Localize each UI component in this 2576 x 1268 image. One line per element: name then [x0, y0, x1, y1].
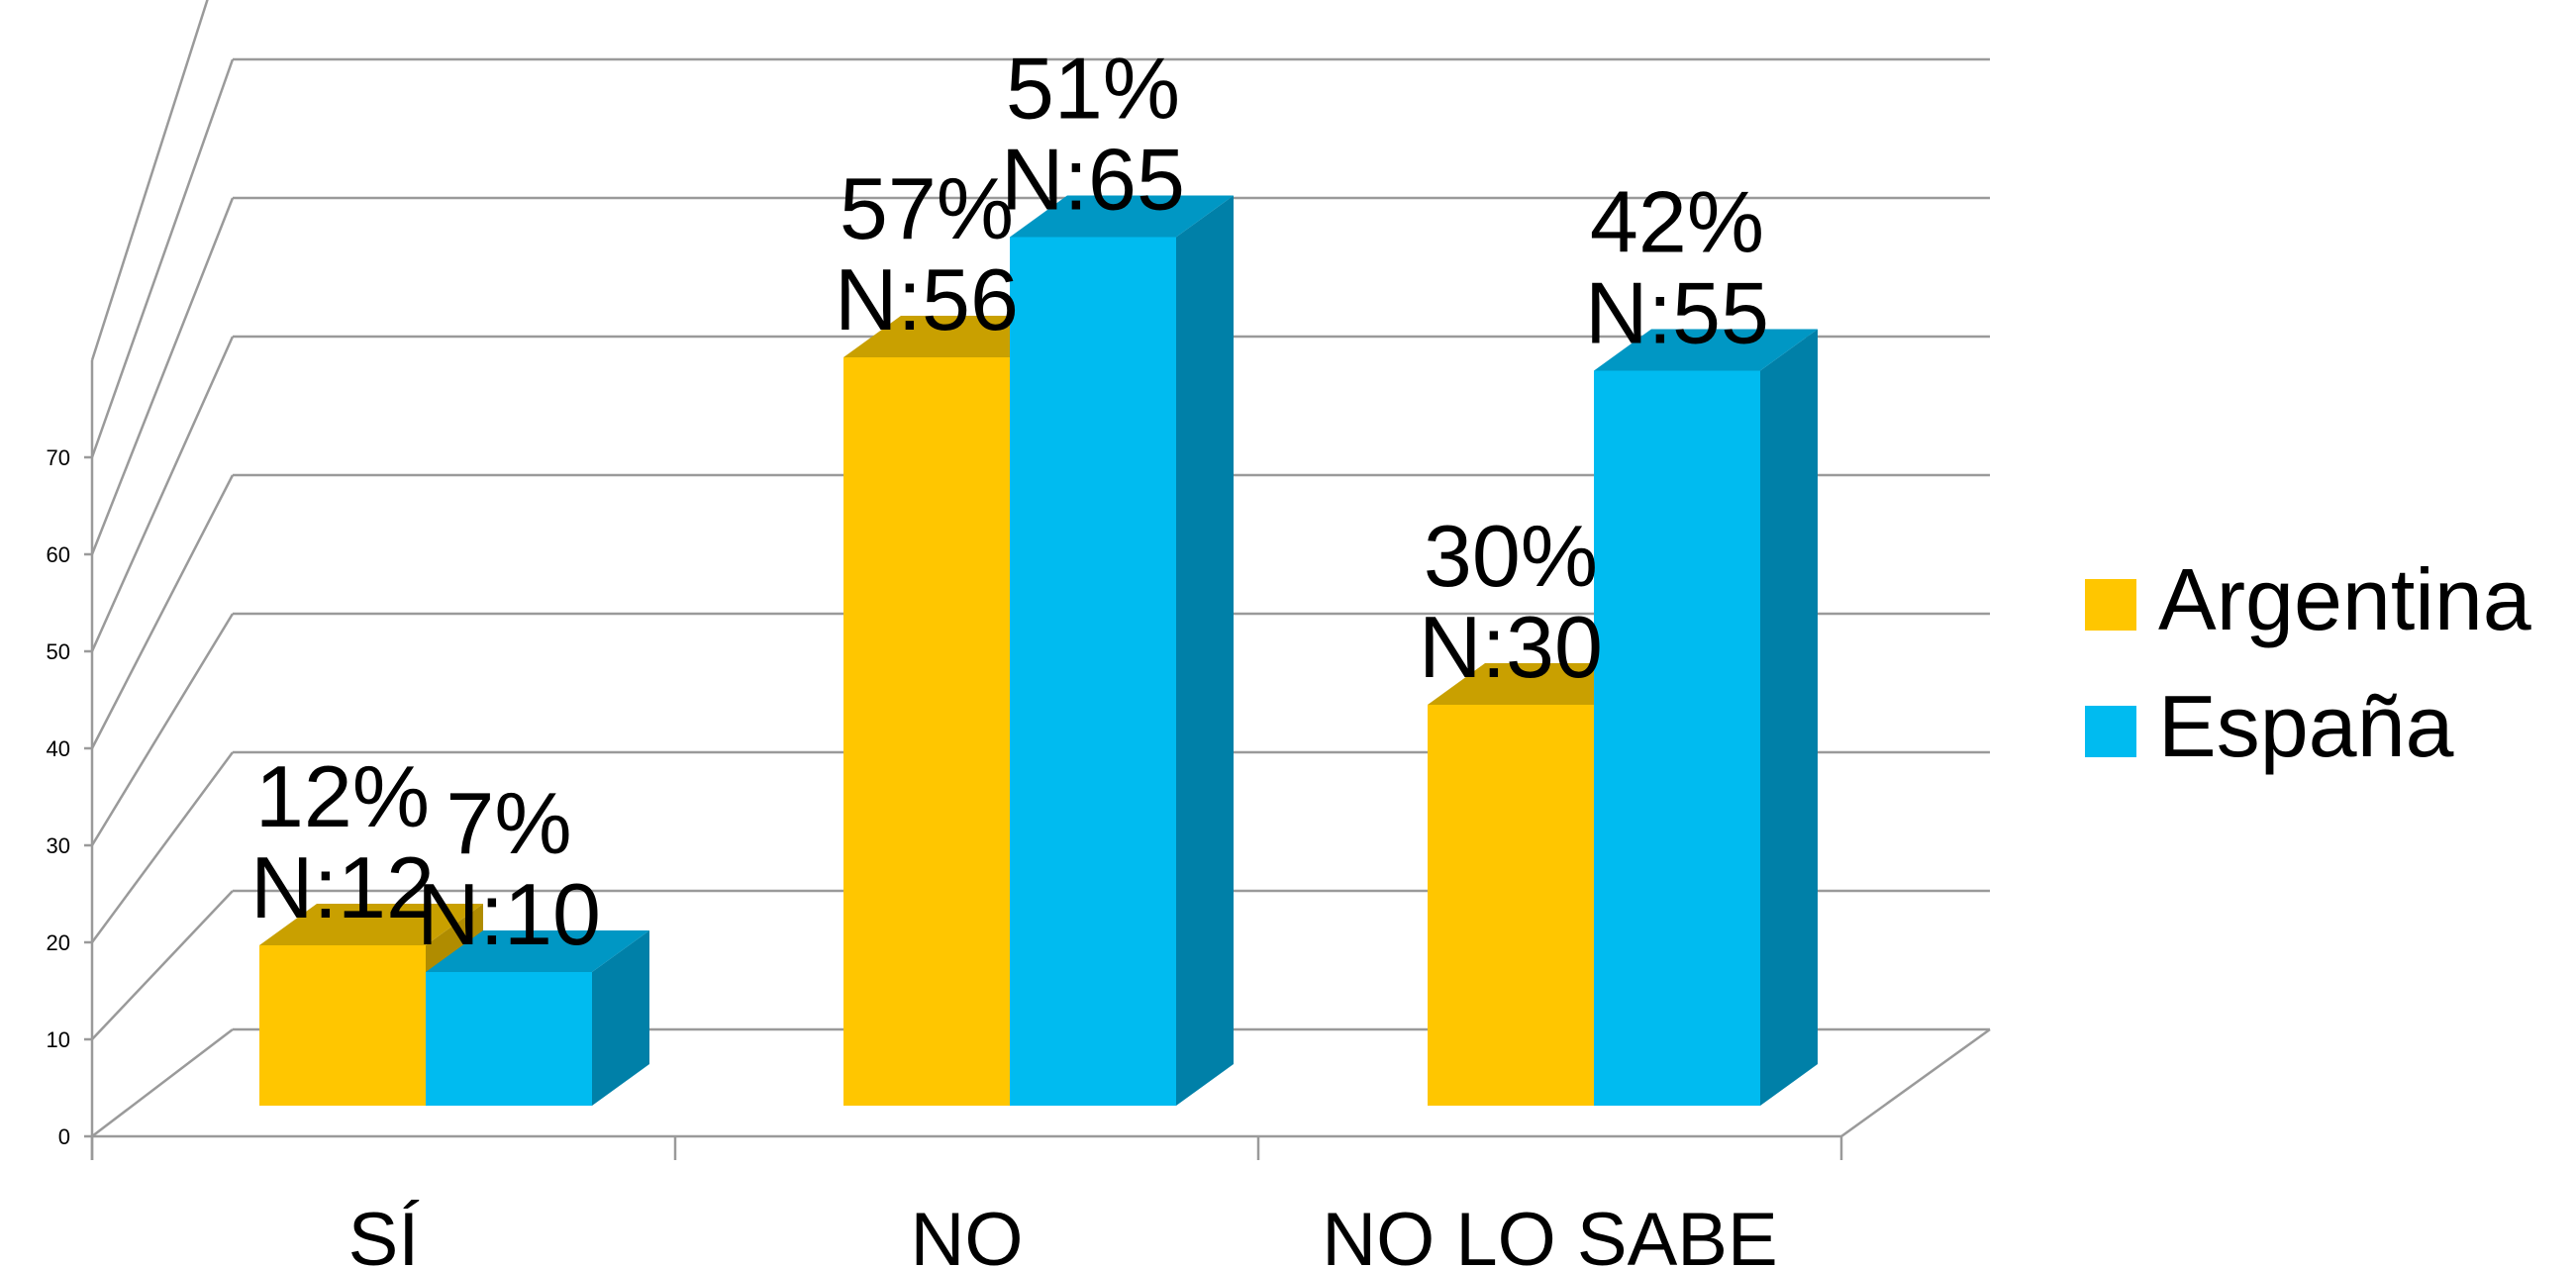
data-label: N:12	[250, 838, 435, 936]
y-tick-label: 50	[47, 639, 70, 664]
gridline-diagonal	[91, 1028, 234, 1137]
data-label: N:10	[417, 865, 601, 963]
data-label: 7%	[446, 774, 571, 872]
x-category-label: NO LO SABE	[1322, 1198, 1777, 1268]
x-category-label: NO	[911, 1198, 1024, 1268]
bar-top	[1594, 329, 1818, 371]
bar	[426, 972, 592, 1106]
data-label: N:56	[835, 250, 1019, 348]
gridline-diagonal	[90, 751, 235, 943]
y-tick-label: 30	[47, 833, 70, 858]
gridline-diagonal	[90, 58, 235, 458]
legend-label: España	[2158, 677, 2454, 775]
bar	[259, 945, 426, 1106]
bar-side	[1760, 329, 1818, 1106]
data-label: N:30	[1419, 598, 1603, 696]
bar-top	[259, 904, 483, 945]
bar-top	[426, 930, 649, 972]
legend: Argentina España	[2085, 550, 2531, 775]
y-tick-label: 40	[47, 736, 70, 761]
bar	[843, 357, 1010, 1106]
data-labels: 12%N:127%N:10 57%N:56 51%N:65 30%N:30 42%N:5…	[250, 40, 1769, 964]
y-axis-ticks: 0 10 20 30 40 50 60 70	[47, 445, 70, 1149]
legend-swatch	[2085, 706, 2136, 757]
y-tick-label: 60	[47, 542, 70, 567]
data-label: N:55	[1585, 264, 1769, 362]
data-label: N:65	[1001, 131, 1185, 229]
data-label: 57%	[840, 159, 1014, 257]
bar	[1594, 370, 1760, 1106]
data-label: 42%	[1590, 173, 1764, 271]
bar-side	[1176, 195, 1234, 1106]
x-category-label: SÍ	[348, 1198, 420, 1268]
axes	[84, 360, 1991, 1160]
y-tick-label: 0	[58, 1124, 70, 1149]
gridline-diagonal	[91, 890, 234, 1040]
legend-label: Argentina	[2158, 550, 2531, 648]
bar-series	[259, 195, 1818, 1106]
gridline-diagonal	[90, 474, 235, 749]
bar-top	[1010, 195, 1234, 238]
gridline-diagonal	[90, 613, 235, 846]
bar	[1428, 705, 1594, 1106]
y-tick-label: 20	[47, 930, 70, 955]
floor-edge	[1840, 1027, 1991, 1138]
gridline-diagonal	[90, 0, 209, 361]
data-label: 30%	[1424, 507, 1598, 605]
bar-side	[592, 930, 649, 1106]
gridline-diagonal	[90, 197, 235, 555]
y-tick-label: 70	[47, 445, 70, 470]
gridline-diagonal	[90, 336, 235, 652]
y-tick-label: 10	[47, 1027, 70, 1052]
bar	[1010, 237, 1176, 1106]
x-axis-labels: SÍ NO NO LO SABE	[348, 1198, 1778, 1268]
data-label: 12%	[255, 747, 430, 845]
data-label: 51%	[1006, 40, 1180, 138]
legend-swatch	[2085, 579, 2136, 631]
